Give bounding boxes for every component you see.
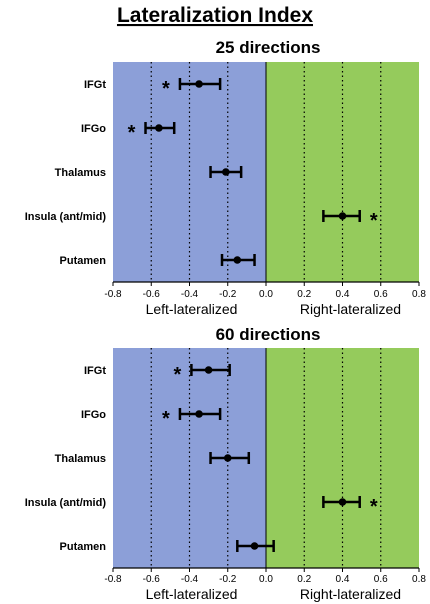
panel-25-directions: 25 directions -0.8 -0.6 -0.4 -0.2 0.0 0.2 0.4 0.… [25, 38, 427, 317]
panel-subtitle: 25 directions [216, 38, 321, 57]
category-label-putamen: Putamen [60, 541, 107, 553]
category-label-ifgo: IFGo [81, 409, 106, 421]
x-tick-label: -0.8 [104, 289, 122, 300]
significance-star: * [174, 364, 182, 386]
significance-star: * [162, 408, 170, 430]
data-point [195, 80, 203, 88]
x-tick-label: -0.2 [219, 289, 237, 300]
data-point [222, 168, 230, 176]
category-label-thalamus: Thalamus [55, 167, 106, 179]
category-label-thalamus: Thalamus [55, 453, 106, 465]
significance-star: * [370, 210, 378, 232]
data-point [155, 124, 163, 132]
data-point [223, 454, 232, 462]
data-point [204, 366, 213, 374]
x-tick-label: -0.8 [104, 574, 122, 585]
data-point [338, 212, 347, 220]
data-point [250, 542, 259, 550]
x-tick-label: 0.2 [297, 574, 311, 585]
x-tick-label: 0.2 [297, 289, 311, 300]
x-tick-label: 0.6 [374, 574, 388, 585]
x-tick-label: 0.0 [259, 574, 273, 585]
significance-star: * [162, 78, 170, 100]
left-lateralized-label: Left-lateralized [146, 586, 238, 602]
category-label-ifgt: IFGt [84, 79, 106, 91]
x-tick-label: -0.4 [181, 574, 199, 585]
figure-title: Lateralization Index [117, 4, 313, 27]
data-point [233, 256, 242, 264]
panel-subtitle: 60 directions [216, 325, 321, 344]
data-point [338, 498, 347, 506]
category-label-ifgt: IFGt [84, 365, 106, 377]
significance-star: * [128, 122, 136, 144]
left-lateralized-label: Left-lateralized [146, 301, 238, 317]
category-label-ifgo: IFGo [81, 123, 106, 135]
x-tick-label: -0.2 [219, 574, 237, 585]
x-tick-label: 0.4 [336, 574, 350, 585]
category-label-insula-ant-mid: Insula (ant/mid) [25, 497, 107, 509]
x-tick-label: 0.8 [412, 574, 426, 585]
x-tick-label: 0.6 [374, 289, 388, 300]
category-label-insula-ant-mid: Insula (ant/mid) [25, 211, 107, 223]
x-tick-label: 0.0 [259, 289, 273, 300]
x-tick-label: 0.4 [336, 289, 350, 300]
data-point [195, 410, 203, 418]
panel-60-directions: 60 directions -0.8 -0.6 -0.4 -0.2 0.0 0.2 0.4 0.… [25, 325, 427, 602]
x-tick-label: -0.6 [143, 574, 161, 585]
x-tick-label: 0.8 [412, 289, 426, 300]
category-label-putamen: Putamen [60, 255, 107, 267]
significance-star: * [370, 496, 378, 518]
right-lateralized-label: Right-lateralized [300, 586, 401, 602]
right-lateralized-label: Right-lateralized [300, 301, 401, 317]
x-tick-label: -0.4 [181, 289, 199, 300]
x-tick-label: -0.6 [143, 289, 161, 300]
